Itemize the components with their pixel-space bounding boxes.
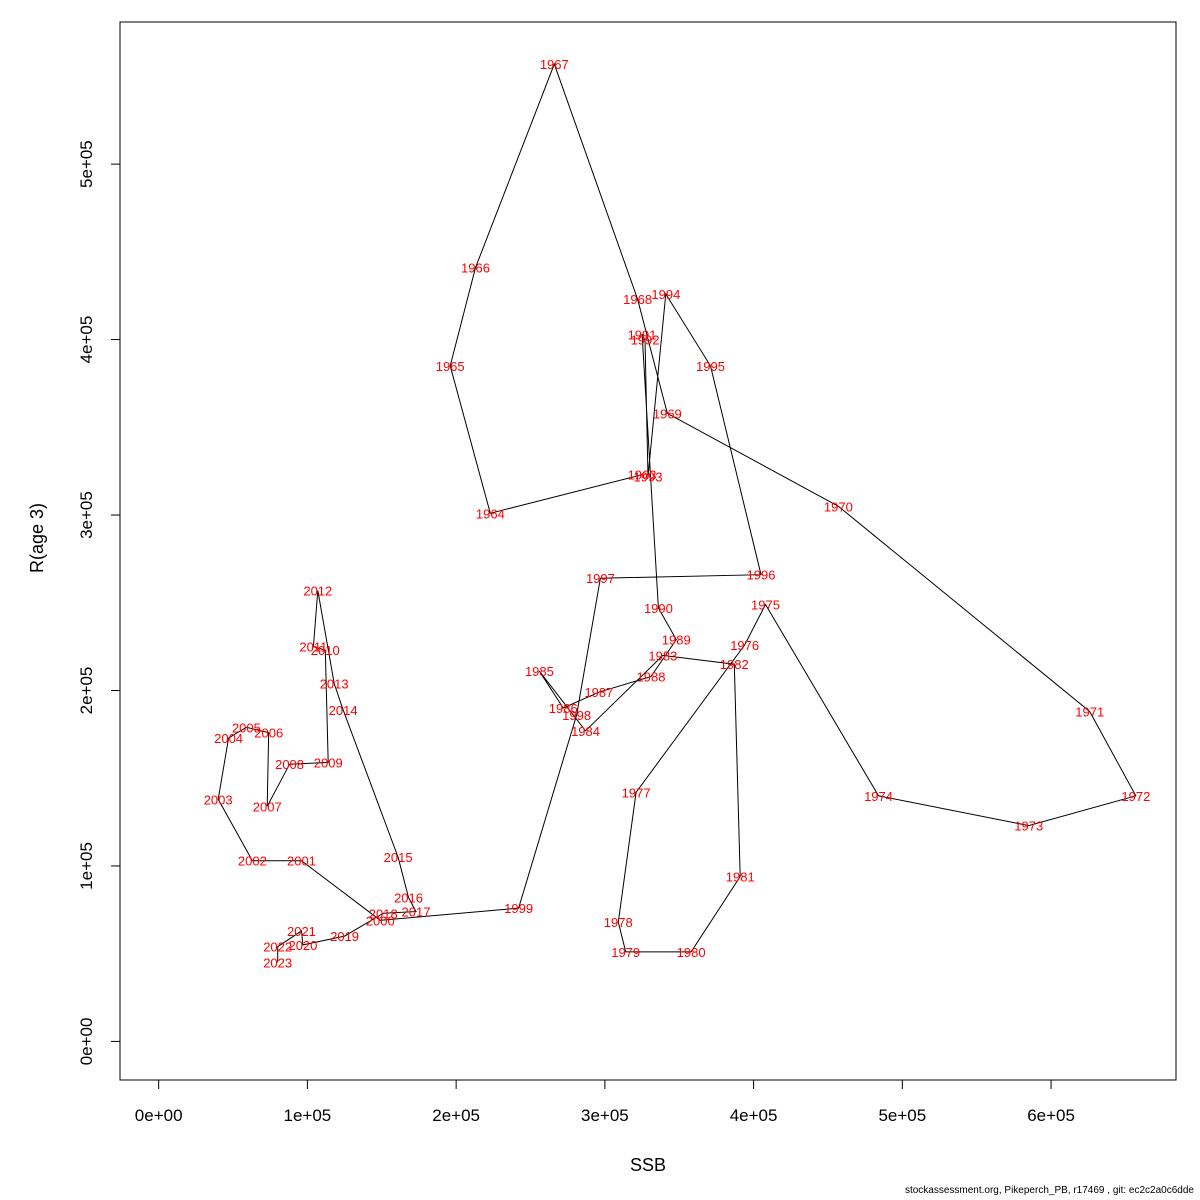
year-label-1995: 1995 bbox=[696, 359, 725, 374]
year-label-1984: 1984 bbox=[571, 724, 600, 739]
year-label-1988: 1988 bbox=[637, 669, 666, 684]
year-label-1975: 1975 bbox=[751, 598, 780, 613]
year-label-1990: 1990 bbox=[644, 601, 673, 616]
year-label-2007: 2007 bbox=[253, 799, 282, 814]
year-label-1977: 1977 bbox=[622, 785, 651, 800]
year-label-1981: 1981 bbox=[726, 869, 755, 884]
year-label-1966: 1966 bbox=[461, 261, 490, 276]
year-label-2011: 2011 bbox=[299, 640, 327, 655]
year-label-1964: 1964 bbox=[476, 506, 505, 521]
year-label-2018: 2018 bbox=[369, 906, 398, 921]
year-label-1983: 1983 bbox=[648, 648, 677, 663]
y-tick-label: 1e+05 bbox=[77, 842, 96, 890]
year-label-1999: 1999 bbox=[504, 901, 533, 916]
year-label-2019: 2019 bbox=[330, 929, 359, 944]
year-label-1994: 1994 bbox=[651, 287, 680, 302]
year-label-1987: 1987 bbox=[584, 685, 613, 700]
year-label-1963: 1963 bbox=[628, 468, 657, 483]
year-label-1971: 1971 bbox=[1075, 705, 1104, 720]
year-label-2012: 2012 bbox=[303, 583, 332, 598]
x-tick-label: 6e+05 bbox=[1027, 1106, 1075, 1125]
footer-credit: stockassessment.org, Pikeperch_PB, r1746… bbox=[904, 1185, 1194, 1196]
year-label-1976: 1976 bbox=[730, 638, 759, 653]
year-label-2014: 2014 bbox=[329, 703, 358, 718]
year-label-1985: 1985 bbox=[525, 664, 554, 679]
year-label-1982: 1982 bbox=[720, 657, 749, 672]
x-tick-label: 5e+05 bbox=[878, 1106, 926, 1125]
year-label-2002: 2002 bbox=[238, 854, 267, 869]
year-label-2010: 2010 bbox=[311, 643, 340, 658]
year-label-1968: 1968 bbox=[623, 292, 652, 307]
year-label-2017: 2017 bbox=[402, 905, 431, 920]
year-label-2015: 2015 bbox=[384, 850, 413, 865]
year-label-1979: 1979 bbox=[611, 945, 640, 960]
year-label-2016: 2016 bbox=[394, 891, 423, 906]
year-label-1969: 1969 bbox=[653, 406, 682, 421]
plot-frame bbox=[119, 21, 1177, 1081]
x-tick-label: 1e+05 bbox=[284, 1106, 332, 1125]
year-label-2023: 2023 bbox=[263, 955, 292, 970]
year-label-1974: 1974 bbox=[864, 789, 893, 804]
y-axis-title: R(age 3) bbox=[27, 503, 47, 573]
y-tick-label: 5e+05 bbox=[77, 140, 96, 188]
year-label-2004: 2004 bbox=[214, 731, 243, 746]
year-label-1991: 1991 bbox=[628, 327, 657, 342]
year-label-1978: 1978 bbox=[604, 915, 633, 930]
year-label-2003: 2003 bbox=[204, 792, 233, 807]
year-label-1986: 1986 bbox=[549, 701, 578, 716]
x-tick-label: 0e+00 bbox=[135, 1106, 183, 1125]
srr-trajectory bbox=[217, 62, 1137, 963]
x-tick-label: 2e+05 bbox=[432, 1106, 480, 1125]
year-label-2000: 2000 bbox=[366, 913, 395, 928]
year-label-2005: 2005 bbox=[232, 720, 261, 735]
year-label-1967: 1967 bbox=[540, 57, 569, 72]
year-label-1996: 1996 bbox=[747, 568, 776, 583]
year-label-1965: 1965 bbox=[436, 359, 465, 374]
y-tick-label: 4e+05 bbox=[77, 316, 96, 364]
year-label-2021: 2021 bbox=[287, 924, 316, 939]
year-label-2006: 2006 bbox=[254, 726, 283, 741]
year-label-1992: 1992 bbox=[631, 333, 660, 348]
year-label-2022: 2022 bbox=[263, 940, 292, 955]
year-label-2008: 2008 bbox=[275, 757, 304, 772]
year-label-1980: 1980 bbox=[677, 945, 706, 960]
y-tick-label: 0e+00 bbox=[77, 1018, 96, 1066]
y-tick-label: 2e+05 bbox=[77, 667, 96, 715]
x-tick-label: 3e+05 bbox=[581, 1106, 629, 1125]
year-label-1989: 1989 bbox=[662, 633, 691, 648]
year-label-1998: 1998 bbox=[562, 708, 591, 723]
trajectory-line bbox=[217, 62, 1137, 963]
year-label-2009: 2009 bbox=[314, 755, 343, 770]
year-labels: 1963 1964 1965 1966 1967 1968 1969 1970 1971 1972… bbox=[204, 57, 1151, 970]
year-label-1973: 1973 bbox=[1014, 819, 1043, 834]
year-label-1993: 1993 bbox=[634, 469, 663, 484]
axes: 0e+00 1e+05 2e+05 3e+05 4e+05 5e+05 6e+05 0e+00… bbox=[77, 21, 1177, 1125]
x-tick-label: 4e+05 bbox=[730, 1106, 778, 1125]
y-tick-label: 3e+05 bbox=[77, 491, 96, 539]
year-label-1997: 1997 bbox=[586, 571, 615, 586]
year-label-2001: 2001 bbox=[287, 854, 316, 869]
year-label-2020: 2020 bbox=[288, 938, 317, 953]
x-axis-title: SSB bbox=[630, 1155, 666, 1175]
year-label-1972: 1972 bbox=[1121, 789, 1150, 804]
year-label-2013: 2013 bbox=[320, 676, 349, 691]
year-label-1970: 1970 bbox=[824, 499, 853, 514]
